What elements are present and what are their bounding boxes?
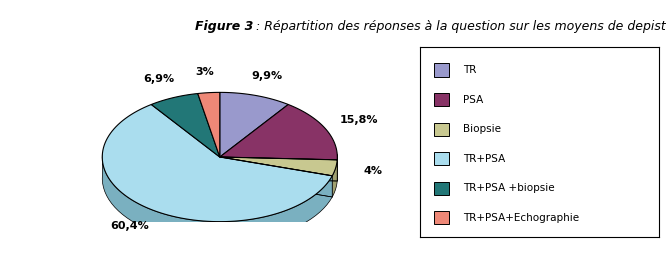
Bar [434, 152, 449, 165]
Polygon shape [198, 92, 220, 157]
Text: 4%: 4% [363, 166, 382, 176]
Polygon shape [332, 160, 337, 197]
Polygon shape [103, 154, 332, 243]
Text: 9,9%: 9,9% [252, 71, 283, 81]
Text: PSA: PSA [463, 95, 483, 105]
Text: 6,9%: 6,9% [143, 74, 174, 84]
Text: 3%: 3% [196, 67, 214, 77]
Bar [434, 211, 449, 224]
Text: : Répartition des réponses à la question sur les moyens de depistage: : Répartition des réponses à la question… [256, 20, 666, 33]
Text: TR: TR [463, 65, 476, 75]
Bar [434, 63, 449, 77]
Text: Biopsie: Biopsie [463, 124, 501, 134]
Text: Figure 3: Figure 3 [194, 20, 253, 33]
Text: TR+PSA+Echographie: TR+PSA+Echographie [463, 213, 579, 223]
Polygon shape [220, 157, 337, 176]
Text: TR+PSA +biopsie: TR+PSA +biopsie [463, 183, 554, 193]
Text: TR+PSA: TR+PSA [463, 154, 505, 164]
Bar [434, 93, 449, 106]
Polygon shape [220, 92, 288, 157]
Text: 15,8%: 15,8% [340, 115, 378, 125]
Polygon shape [151, 94, 220, 157]
Polygon shape [220, 104, 337, 160]
Bar [434, 123, 449, 136]
Bar [434, 181, 449, 195]
Polygon shape [103, 104, 332, 222]
Text: 60,4%: 60,4% [110, 221, 149, 231]
